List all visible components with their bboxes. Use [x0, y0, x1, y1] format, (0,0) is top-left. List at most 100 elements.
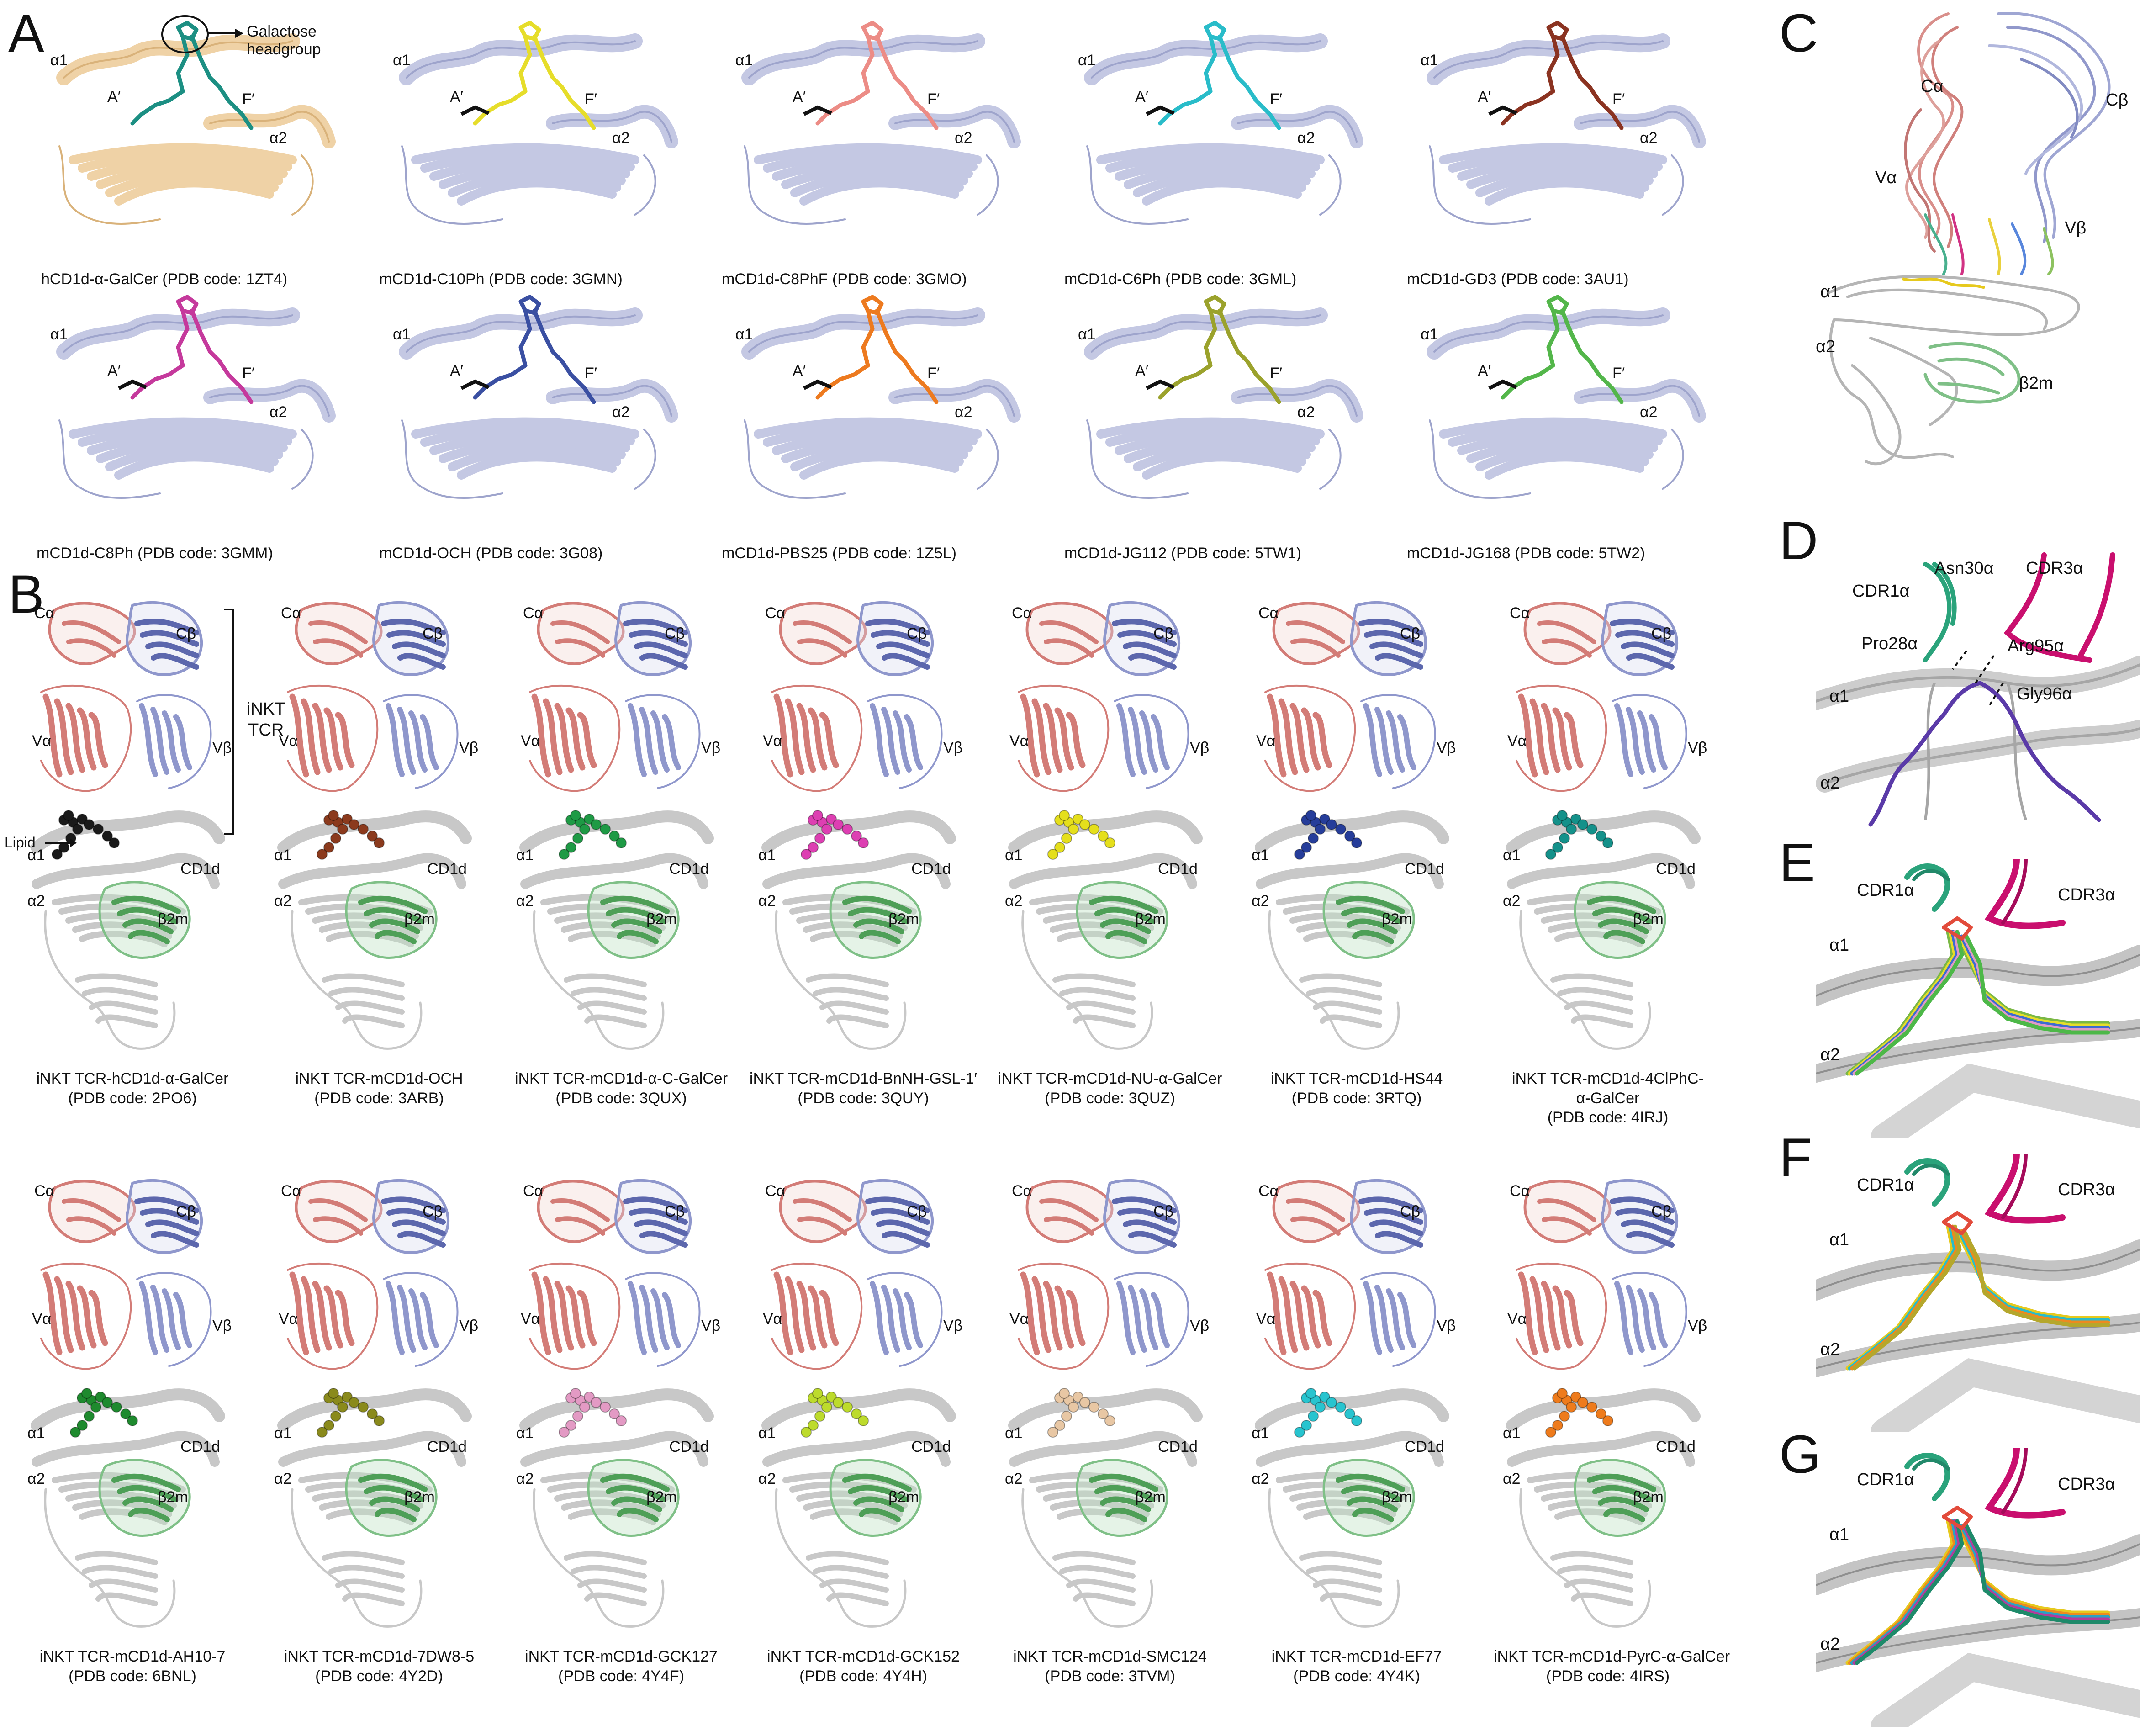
tcr-cd1d-ribbon-drawing: [1506, 601, 1701, 1050]
panel-d-label-gly96: Gly96α: [2017, 684, 2072, 704]
label-alpha2: α2: [274, 892, 292, 910]
panel-c-ribbons: [1828, 12, 2111, 466]
label-alpha1: α1: [1503, 1424, 1521, 1442]
panel-a-structure: α1 A′ F′ α2 mCD1d-GD3 (PDB code: 3AU1): [1407, 9, 1727, 288]
label-b2m: β2m: [646, 910, 677, 928]
panel-a-caption: mCD1d-C10Ph (PDB code: 3GMN): [379, 270, 623, 288]
label-c-alpha: Cα: [34, 604, 55, 622]
label-f-prime: F′: [585, 90, 597, 108]
cd1d-ribbon-drawing: [1427, 295, 1706, 499]
label-cd1d: CD1d: [1656, 860, 1696, 878]
label-f-prime: F′: [242, 365, 255, 382]
label-v-alpha: Vα: [279, 732, 298, 750]
label-v-alpha: Vα: [32, 1310, 52, 1328]
cd1d-ribbon-drawing: [1084, 21, 1363, 225]
tcr-cd1d-ribbon-drawing: [31, 601, 225, 1050]
tcr-cd1d-ribbon-drawing: [1008, 1179, 1203, 1628]
panel-c-label-vbeta: Vβ: [2065, 218, 2087, 238]
label-c-alpha: Cα: [1012, 1182, 1032, 1200]
label-c-beta: Cβ: [1153, 1203, 1174, 1220]
label-c-beta: Cβ: [176, 1203, 196, 1220]
panel-b-caption: iNKT TCR-mCD1d-α-C-GalCer (PDB code: 3QU…: [514, 1070, 728, 1107]
label-a-prime: A′: [793, 362, 806, 380]
panel-c-label-cbeta: Cβ: [2106, 90, 2129, 110]
panel-e-detail: CDR1α CDR3α α1 α2: [1816, 859, 2140, 1138]
tcr-cd1d-ribbon-drawing: [277, 1179, 472, 1628]
panel-d-detail: Asn30α CDR3α CDR1α Pro28α Arg95α Gly96α …: [1816, 546, 2140, 829]
label-alpha2: α2: [516, 1470, 534, 1487]
panel-b-caption: iNKT TCR-mCD1d-NU-α-GalCer (PDB code: 3Q…: [998, 1070, 1222, 1107]
label-b2m: β2m: [404, 910, 435, 928]
panel-a-caption: mCD1d-JG168 (PDB code: 5TW2): [1407, 545, 1645, 562]
panel-c-label-alpha2: α2: [1816, 337, 1836, 356]
panel-b-complex: Cα Cβ Vα Vβ α1 α2 CD1d β2m iNKT TCR-mCD1d-SMC124…: [1005, 1170, 1233, 1736]
panel-b-complex: Cα Cβ Vα Vβ α1 α2 CD1d β2m iNKT TCR-mCD1d-HS44 (…: [1252, 592, 1480, 1158]
panel-d-label-cdr3: CDR3α: [2026, 559, 2083, 578]
label-alpha1: α1: [1421, 326, 1438, 343]
label-a-prime: A′: [1135, 362, 1149, 380]
label-c-beta: Cβ: [423, 1203, 443, 1220]
panel-b-complex: Cα Cβ Vα Vβ α1 α2 CD1d β2m iNKT TCR-mCD1d-NU-α-G…: [998, 592, 1233, 1158]
label-c-beta: Cβ: [665, 1203, 685, 1220]
label-c-beta: Cβ: [423, 625, 443, 642]
label-alpha1: α1: [516, 847, 534, 864]
panel-b-caption: iNKT TCR-hCD1d-α-GalCer (PDB code: 2PO6): [36, 1070, 229, 1107]
label-b2m: β2m: [158, 910, 188, 928]
label-cdr3alpha: CDR3α: [2058, 1475, 2115, 1494]
panel-b-caption: iNKT TCR-mCD1d-BnNH-GSL-1′ (PDB code: 3Q…: [749, 1070, 978, 1107]
label-v-beta: Vβ: [701, 739, 721, 757]
headgroup-label: Galactose headgroup: [247, 23, 321, 58]
label-v-alpha: Vα: [1256, 732, 1276, 750]
panel-a-structure: α1 A′ F′ α2 mCD1d-OCH (PDB code: 3G08): [379, 283, 699, 562]
label-v-beta: Vβ: [943, 1317, 963, 1334]
panel-a-structure: α1 A′ F′ α2 mCD1d-PBS25 (PDB code: 1Z5L): [722, 283, 1041, 562]
panel-d-label-alpha2: α2: [1820, 773, 1840, 793]
label-alpha2: α2: [612, 403, 630, 421]
panel-letter-c: C: [1779, 3, 1818, 64]
label-v-alpha: Vα: [1256, 1310, 1276, 1328]
panel-b-complex: Cα Cβ Vα Vβ α1 α2 CD1d β2m iNKT TCR-hCD1d-α-GalC…: [27, 592, 256, 1158]
label-alpha1: α1: [1078, 326, 1096, 343]
inkt-tcr-bracket: [224, 609, 234, 835]
cd1d-ribbon-drawing: [399, 21, 678, 225]
label-cd1d: CD1d: [1158, 860, 1198, 878]
label-alpha2: α2: [758, 892, 776, 910]
panel-a-caption: mCD1d-PBS25 (PDB code: 1Z5L): [722, 545, 956, 562]
panel-b-complex: Cα Cβ Vα Vβ α1 α2 CD1d β2m iNKT TCR-mCD1d-PyrC-α…: [1494, 1170, 1731, 1736]
label-alpha1: α1: [50, 52, 68, 69]
panel-letter-g: G: [1779, 1424, 1821, 1485]
label-cdr1alpha: CDR1α: [1857, 1470, 1914, 1489]
label-c-alpha: Cα: [523, 604, 544, 622]
panel-a-caption: mCD1d-C8PhF (PDB code: 3GMO): [722, 270, 967, 288]
panel-d-label-asn30: Asn30α: [1934, 559, 1994, 578]
panel-d-label-cdr1: CDR1α: [1852, 582, 1910, 601]
detail-ribbons: [1816, 1154, 2140, 1432]
panel-b-complex: Cα Cβ Vα Vβ α1 α2 CD1d β2m iNKT TCR-mCD1d-GCK127…: [516, 1170, 745, 1736]
panel-b-complex: Cα Cβ Vα Vβ α1 α2 CD1d β2m iNKT TCR-mCD1d-α-C-Ga…: [515, 592, 745, 1158]
cd1d-ribbon-drawing: [56, 15, 336, 225]
label-b2m: β2m: [888, 910, 919, 928]
panel-d-ribbons: [1816, 552, 2140, 827]
label-alpha1: α1: [758, 1424, 776, 1442]
label-v-beta: Vβ: [1190, 1317, 1210, 1334]
panel-letter-a: A: [8, 3, 44, 64]
label-c-beta: Cβ: [1651, 625, 1672, 642]
label-v-beta: Vβ: [1190, 739, 1210, 757]
label-v-alpha: Vα: [763, 1310, 782, 1328]
panel-a-structure: α1 A′ F′ α2 mCD1d-C6Ph (PDB code: 3GML): [1064, 9, 1384, 288]
label-a-prime: A′: [450, 88, 464, 106]
inkt-tcr-label: iNKT TCR: [247, 699, 285, 740]
label-v-beta: Vβ: [1688, 1317, 1707, 1334]
panel-d-label-pro28: Pro28α: [1861, 634, 1918, 653]
panel-a-caption: hCD1d-α-GalCer (PDB code: 1ZT4): [41, 270, 288, 288]
tcr-cd1d-ribbon-drawing: [1255, 1179, 1449, 1628]
label-a-prime: A′: [1135, 88, 1149, 106]
label-b2m: β2m: [1382, 1488, 1412, 1506]
label-cd1d: CD1d: [669, 860, 709, 878]
panel-a-structure: α1 A′ F′ α2 mCD1d-C8PhF (PDB code: 3GMO): [722, 9, 1041, 288]
label-v-beta: Vβ: [212, 1317, 232, 1334]
label-v-beta: Vβ: [459, 739, 479, 757]
label-b2m: β2m: [404, 1488, 435, 1506]
tcr-cd1d-ribbon-drawing: [1008, 601, 1203, 1050]
label-alpha2: α2: [269, 129, 287, 147]
